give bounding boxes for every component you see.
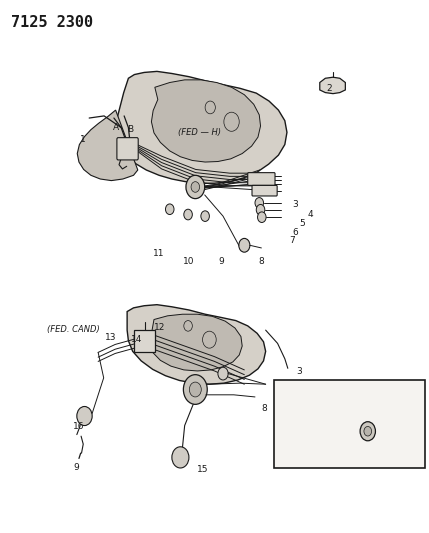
Circle shape	[183, 375, 207, 405]
Circle shape	[77, 407, 92, 425]
Text: A: A	[113, 123, 119, 132]
Text: 4: 4	[308, 210, 313, 219]
Circle shape	[364, 426, 372, 436]
Text: 15: 15	[196, 465, 208, 473]
Circle shape	[255, 198, 263, 208]
Polygon shape	[150, 314, 242, 371]
Text: (FED — H): (FED — H)	[178, 128, 221, 138]
FancyBboxPatch shape	[117, 138, 138, 160]
Text: 7125 2300: 7125 2300	[11, 14, 93, 30]
FancyBboxPatch shape	[252, 185, 277, 196]
Text: 5: 5	[300, 219, 305, 228]
Polygon shape	[151, 80, 260, 162]
Text: 7: 7	[289, 236, 295, 245]
Circle shape	[186, 175, 205, 199]
FancyBboxPatch shape	[248, 173, 275, 185]
Text: 18: 18	[296, 408, 308, 417]
Bar	[134, 330, 155, 352]
Circle shape	[172, 447, 189, 468]
Text: 8: 8	[261, 404, 267, 413]
Circle shape	[360, 422, 375, 441]
Text: 3: 3	[297, 367, 302, 376]
Text: 7: 7	[274, 392, 280, 401]
Text: 13: 13	[105, 333, 116, 342]
Polygon shape	[77, 110, 138, 181]
Circle shape	[218, 367, 228, 380]
Polygon shape	[320, 77, 345, 94]
Text: 9: 9	[73, 464, 79, 472]
Text: 3: 3	[292, 200, 298, 209]
Polygon shape	[116, 71, 287, 183]
Circle shape	[166, 204, 174, 215]
Circle shape	[189, 382, 201, 397]
Polygon shape	[127, 305, 266, 384]
Text: 10: 10	[183, 257, 195, 265]
Text: 14: 14	[131, 335, 143, 344]
Circle shape	[239, 238, 250, 252]
Circle shape	[201, 211, 209, 221]
Circle shape	[184, 209, 192, 220]
Text: 17: 17	[334, 459, 345, 469]
Text: 12: 12	[154, 323, 165, 332]
Text: 8: 8	[258, 257, 264, 265]
Text: 1: 1	[80, 135, 86, 144]
Circle shape	[184, 320, 192, 331]
Circle shape	[257, 212, 266, 222]
Text: 9: 9	[219, 257, 224, 265]
Circle shape	[256, 205, 265, 215]
Text: (FED. CAND): (FED. CAND)	[48, 325, 100, 334]
Text: 11: 11	[153, 249, 164, 258]
Text: B: B	[127, 125, 133, 134]
Text: 6: 6	[292, 228, 298, 237]
Bar	[274, 381, 426, 468]
Circle shape	[191, 182, 199, 192]
Text: 2: 2	[326, 84, 332, 93]
Text: 19: 19	[347, 405, 358, 414]
Circle shape	[202, 331, 216, 348]
Circle shape	[205, 101, 215, 114]
Text: 16: 16	[73, 422, 85, 431]
Circle shape	[224, 112, 239, 131]
